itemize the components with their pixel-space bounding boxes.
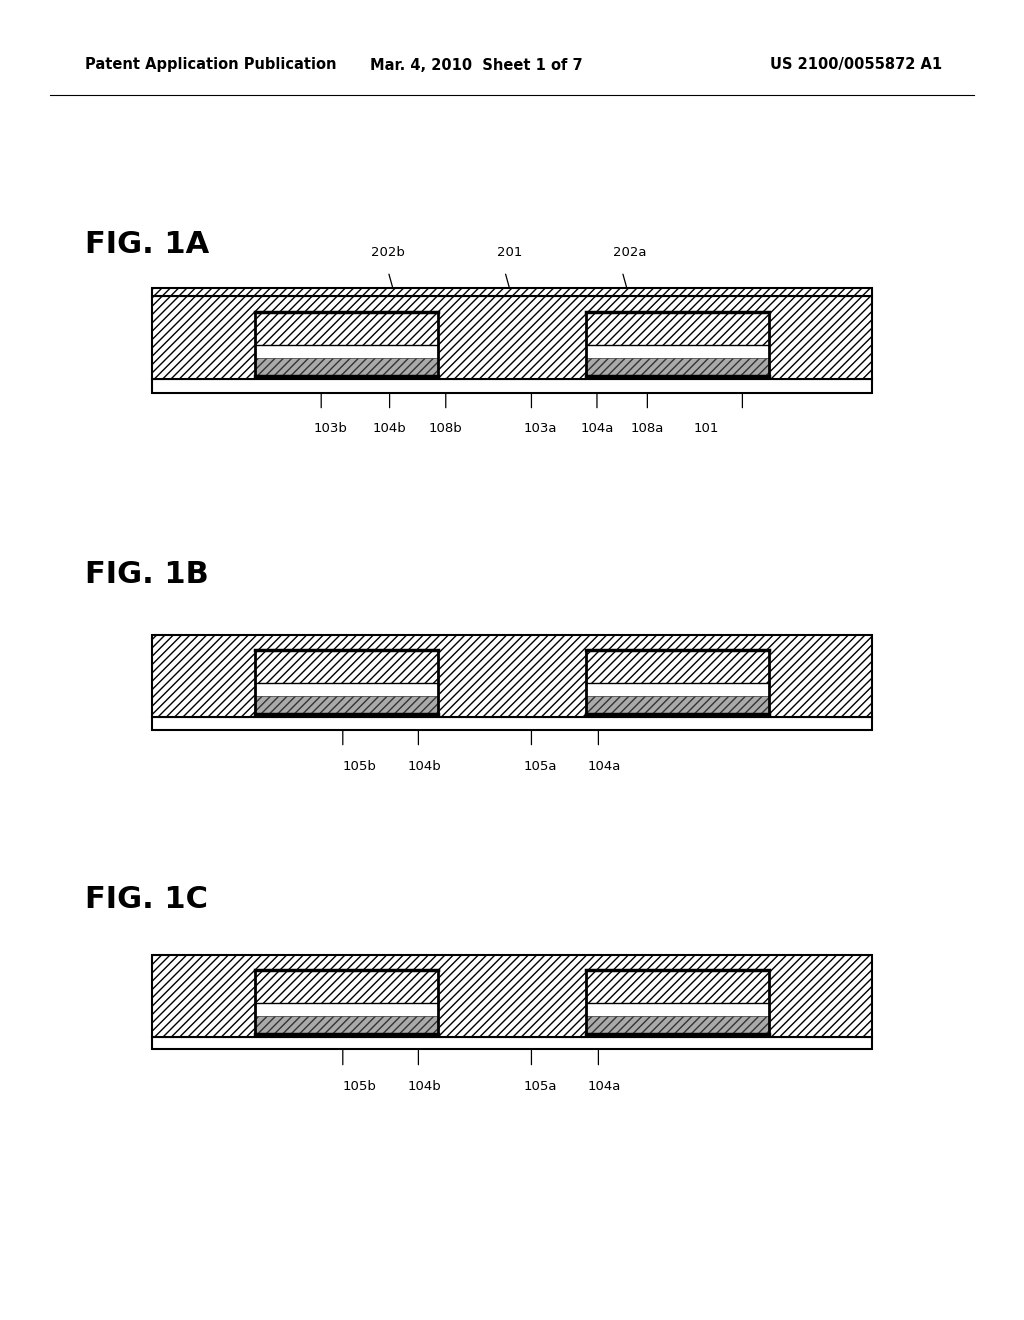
Text: 105b: 105b [342, 759, 376, 772]
Bar [255, 970, 438, 1034]
Text: US 2100/0055872 A1: US 2100/0055872 A1 [770, 58, 942, 73]
Text: 104b: 104b [408, 1080, 441, 1093]
Text: FIG. 1A: FIG. 1A [85, 230, 209, 259]
Text: 105b: 105b [342, 1080, 376, 1093]
Text: 202a: 202a [613, 247, 647, 260]
Text: Patent Application Publication: Patent Application Publication [85, 58, 337, 73]
Bar [152, 954, 872, 1038]
Bar [586, 358, 769, 375]
Bar [586, 970, 769, 1003]
Bar [586, 696, 769, 714]
Bar [152, 379, 872, 392]
Text: 105a: 105a [524, 1080, 557, 1093]
Bar [586, 651, 769, 684]
Text: 104b: 104b [408, 759, 441, 772]
Bar [255, 345, 438, 358]
Bar [255, 651, 438, 684]
Text: 108b: 108b [429, 422, 463, 436]
Bar [255, 970, 438, 1034]
Bar [255, 312, 438, 375]
Bar [586, 1016, 769, 1034]
Bar [586, 651, 769, 714]
Bar [255, 696, 438, 714]
Bar [255, 684, 438, 696]
Bar [586, 970, 769, 1034]
Bar [255, 970, 438, 1003]
Text: 104b: 104b [373, 422, 407, 436]
Bar [255, 1003, 438, 1016]
Bar [586, 312, 769, 345]
Bar [586, 970, 769, 1034]
Text: Mar. 4, 2010  Sheet 1 of 7: Mar. 4, 2010 Sheet 1 of 7 [370, 58, 583, 73]
Bar [255, 651, 438, 714]
Text: 201: 201 [498, 247, 522, 260]
Text: FIG. 1B: FIG. 1B [85, 560, 209, 589]
Bar [152, 717, 872, 730]
Bar [586, 345, 769, 358]
Bar [586, 1003, 769, 1016]
Bar [586, 312, 769, 375]
Text: 108a: 108a [631, 422, 664, 436]
Text: 104a: 104a [588, 1080, 621, 1093]
Bar [255, 651, 438, 714]
Text: 104a: 104a [581, 422, 613, 436]
Bar [586, 684, 769, 696]
Bar [152, 1038, 872, 1049]
Bar [586, 312, 769, 375]
Text: 103a: 103a [524, 422, 557, 436]
Bar [586, 651, 769, 714]
Text: FIG. 1C: FIG. 1C [85, 884, 208, 913]
Text: 104a: 104a [588, 759, 621, 772]
Bar [152, 296, 872, 379]
Bar [255, 1016, 438, 1034]
Bar [152, 288, 872, 296]
Bar [255, 312, 438, 375]
Text: 202b: 202b [372, 247, 406, 260]
Bar [152, 635, 872, 717]
Bar [255, 358, 438, 375]
Bar [255, 312, 438, 345]
Text: 105a: 105a [524, 759, 557, 772]
Text: 103b: 103b [313, 422, 347, 436]
Text: 101: 101 [693, 422, 719, 436]
